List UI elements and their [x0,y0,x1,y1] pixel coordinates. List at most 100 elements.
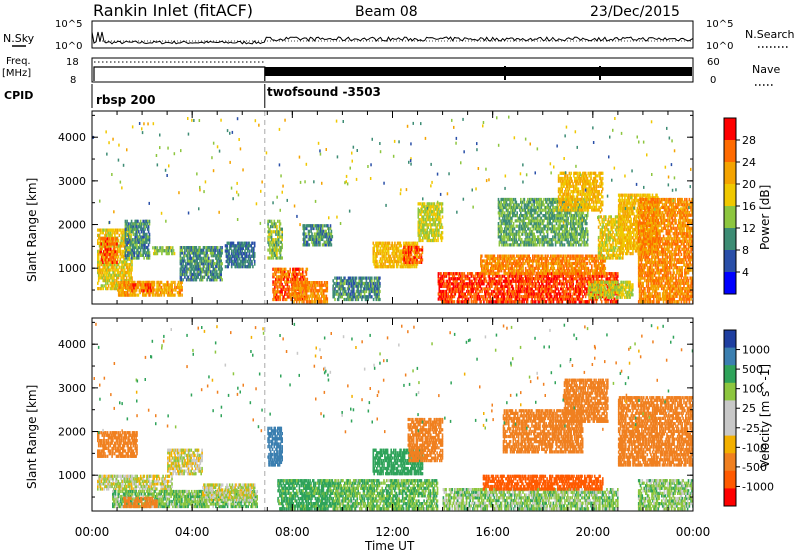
heatmap-cell [444,272,447,276]
heatmap-cell [404,262,406,266]
heatmap-cell [484,274,486,278]
heatmap-cell [517,274,519,278]
heatmap-cell [416,258,418,262]
heatmap-cell [572,287,574,291]
heatmap-cell [194,262,197,266]
heatmap-cell [224,249,227,253]
heatmap-cell [527,279,530,283]
heatmap-cell [276,295,279,299]
heatmap-cell [409,265,411,269]
heatmap-cell [328,235,331,239]
nsearch-tick-bottom: 10^0 [706,41,733,52]
heatmap-cell [174,288,176,292]
heatmap-cell [99,247,102,251]
heatmap-cell [338,276,341,280]
heatmap-cell [456,289,458,294]
heatmap-cell [436,202,438,206]
heatmap-cell [120,288,123,292]
heatmap-cell [187,262,190,266]
heatmap-cell [586,287,589,291]
heatmap-cell [555,279,557,283]
heatmap-cell [100,276,103,280]
heatmap-cell [446,297,449,301]
heatmap-cell [124,279,126,283]
heatmap-cell [192,278,195,282]
heatmap-cell [580,289,582,294]
heatmap-cell [428,238,430,243]
heatmap-cell [114,252,116,257]
heatmap-cell [99,260,102,264]
heatmap-cell [485,300,488,304]
heatmap-cell [280,277,282,281]
heatmap-cell [113,273,115,277]
heatmap-cell [179,278,182,282]
heatmap-cell [455,289,457,294]
heatmap-cell [467,284,469,288]
heatmap-cell [101,271,104,275]
heatmap-cell [166,246,169,250]
heatmap-cell [327,243,329,247]
heatmap-cell [234,244,236,248]
heatmap-cell [235,262,237,266]
heatmap-cell [208,246,211,250]
heatmap-cell [116,239,119,243]
heatmap-cell [372,297,375,302]
heatmap-cell [325,281,328,285]
heatmap-cell [496,284,499,288]
heatmap-cell [514,274,516,278]
heatmap-cell [325,229,327,233]
heatmap-cell [395,252,398,256]
heatmap-cell [272,248,275,252]
heatmap-cell [288,292,291,296]
heatmap-cell [124,260,126,264]
heatmap-cell [413,262,415,266]
heatmap-cell [124,232,127,236]
nsearch-tick-top: 10^5 [706,19,733,30]
heatmap-cell [189,248,191,252]
heatmap-cell [386,265,388,269]
heatmap-cell [115,239,117,243]
heatmap-cell [197,275,199,279]
heatmap-cell [113,250,116,254]
heatmap-cell [279,280,282,284]
heatmap-cell [379,246,382,250]
heatmap-cell [484,277,487,281]
heatmap-cell [139,227,142,231]
heatmap-cell [439,236,442,240]
heatmap-cell [103,252,106,257]
heatmap-cell [554,295,557,299]
heatmap-cell [448,287,450,291]
heatmap-cell [100,287,103,291]
heatmap-cell [123,231,125,235]
heatmap-cell [484,292,487,296]
heatmap-cell [104,268,106,272]
heatmap-cell [141,289,143,293]
heatmap-cell [129,222,132,226]
heatmap-cell [210,246,213,250]
heatmap-cell [497,287,499,291]
heatmap-cell [404,241,407,245]
heatmap-cell [458,289,460,294]
heatmap-cell [143,293,146,297]
heatmap-cell [202,275,205,279]
heatmap-cell [299,297,302,301]
heatmap-cell [540,274,542,278]
heatmap-cell [143,251,145,255]
heatmap-cell [269,251,271,255]
heatmap-cell [517,292,519,296]
heatmap-cell [284,267,287,271]
heatmap-cell [147,235,150,239]
heatmap-cell [117,288,120,292]
heatmap-cell [423,236,426,240]
heatmap-cell [438,231,440,235]
heatmap-cell [300,291,302,296]
heatmap-cell [420,231,422,235]
heatmap-cell [516,292,518,296]
heatmap-cell [463,287,466,291]
heatmap-cell [437,238,439,243]
heatmap-cell [179,285,182,290]
heatmap-cell [413,241,415,245]
heatmap-cell [441,300,443,304]
heatmap-cell [579,277,582,281]
heatmap-cell [523,300,525,304]
